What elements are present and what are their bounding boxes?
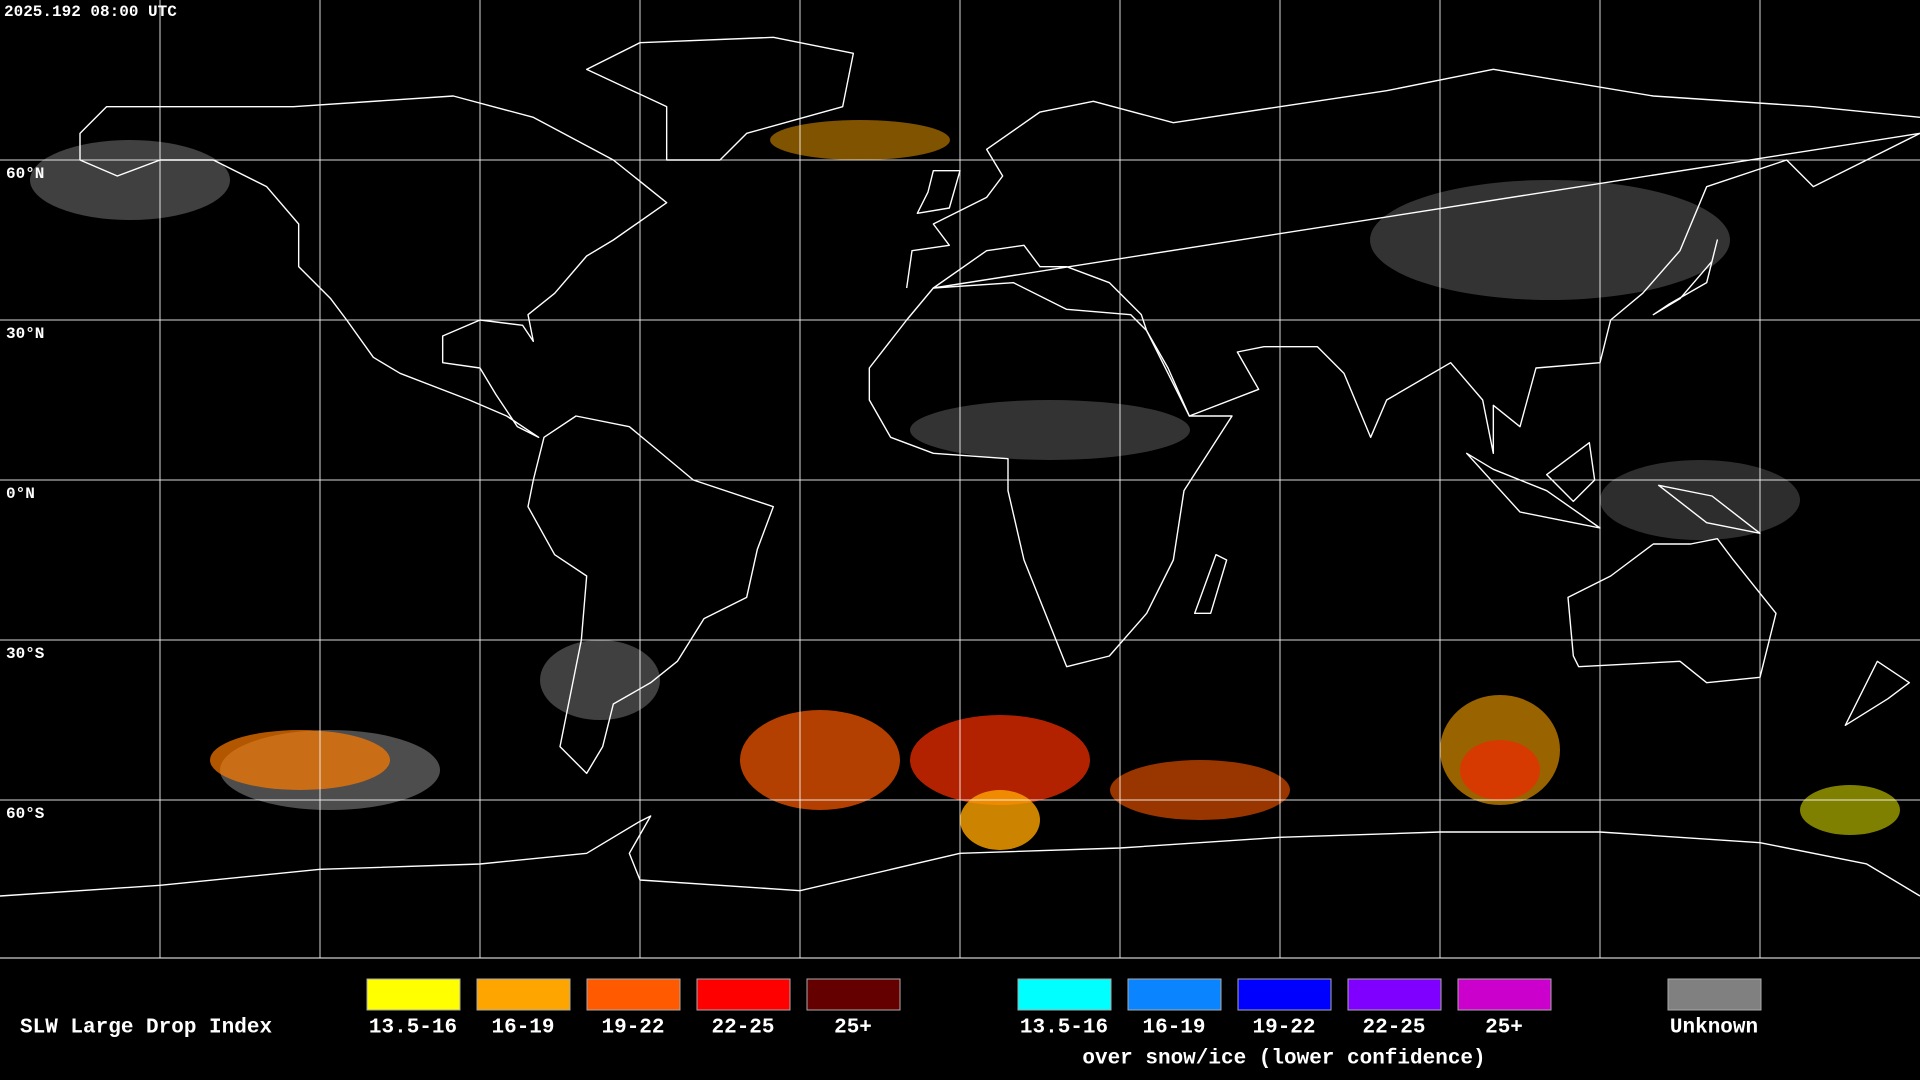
legend-label: 19-22 (601, 1017, 664, 1040)
latitude-label: 30°S (6, 645, 45, 663)
legend-label: 25+ (1485, 1017, 1523, 1040)
legend-label: 22-25 (711, 1017, 774, 1040)
legend-swatch (476, 978, 571, 1011)
legend: SLW Large Drop Index 13.5-16 16-19 19-22 22… (20, 978, 1762, 1071)
timestamp: 2025.192 08:00 UTC (4, 3, 177, 21)
legend-label: 16-19 (491, 1017, 554, 1040)
legend-title: SLW Large Drop Index (20, 1017, 272, 1040)
latitude-label: 60°N (6, 165, 44, 183)
coastlines (0, 37, 1920, 896)
legend-swatch (1667, 978, 1762, 1011)
legend-swatch (586, 978, 681, 1011)
legend-label: 19-22 (1252, 1017, 1315, 1040)
latitude-labels: 60°N 30°N 0°N 30°S 60°S (6, 165, 45, 823)
legend-label: 13.5-16 (1020, 1017, 1108, 1040)
legend-swatch (806, 978, 901, 1011)
graticule (0, 0, 1920, 959)
latitude-label: 0°N (6, 485, 35, 503)
legend-swatch (696, 978, 791, 1011)
legend-swatch (1457, 978, 1552, 1011)
legend-label: Unknown (1670, 1017, 1758, 1040)
legend-swatch (1347, 978, 1442, 1011)
legend-label: 13.5-16 (369, 1017, 457, 1040)
legend-swatch (1127, 978, 1222, 1011)
legend-swatch (1017, 978, 1112, 1011)
legend-label: 16-19 (1142, 1017, 1205, 1040)
legend-caption: over snow/ice (lower confidence) (1082, 1048, 1485, 1071)
legend-swatch (1237, 978, 1332, 1011)
legend-label: 25+ (834, 1017, 872, 1040)
legend-label: 22-25 (1362, 1017, 1425, 1040)
legend-swatch (366, 978, 461, 1011)
latitude-label: 60°S (6, 805, 45, 823)
latitude-label: 30°N (6, 325, 44, 343)
